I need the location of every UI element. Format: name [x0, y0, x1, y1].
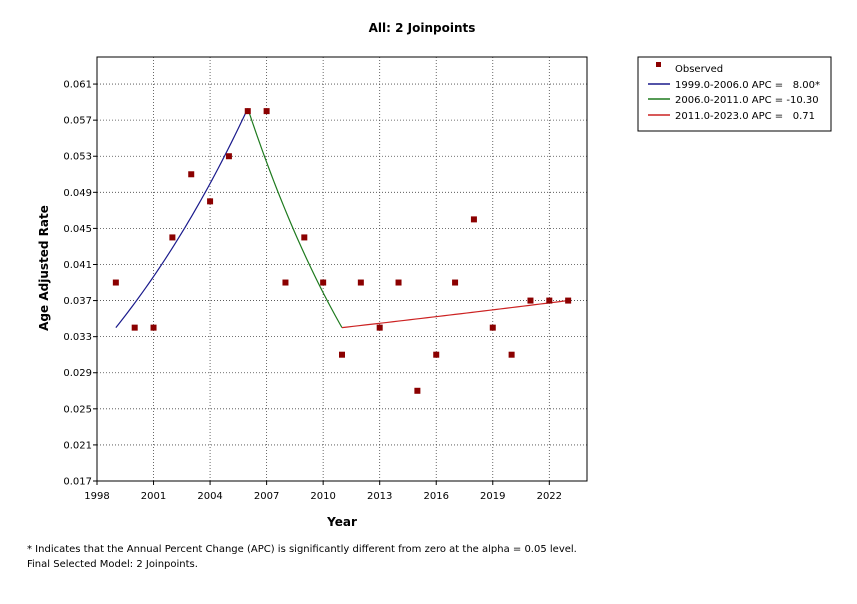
observed-point — [244, 108, 251, 115]
y-tick-label: 0.053 — [63, 152, 92, 163]
x-axis-label: Year — [326, 515, 357, 529]
observed-point — [320, 279, 327, 286]
footnote-significance: * Indicates that the Annual Percent Chan… — [27, 544, 577, 555]
observed-point — [188, 171, 195, 178]
y-tick-label: 0.061 — [63, 80, 92, 91]
grid-lines — [97, 57, 587, 481]
observed-point — [565, 297, 572, 304]
observed-point — [282, 279, 289, 286]
observed-point — [339, 351, 345, 358]
observed-point — [207, 198, 214, 205]
y-tick-label: 0.041 — [63, 260, 92, 271]
y-axis-label: Age Adjusted Rate — [37, 205, 51, 331]
x-tick-label: 2016 — [424, 491, 449, 502]
observed-point — [169, 234, 176, 241]
y-tick-label: 0.045 — [63, 224, 92, 235]
observed-point — [546, 297, 553, 304]
observed-point — [131, 324, 138, 331]
legend: Observed 1999.0-2006.0 APC = 8.00* 2006.… — [637, 56, 832, 132]
chart-title: All: 2 Joinpoints — [369, 21, 476, 35]
observed-point — [225, 153, 232, 160]
trend-segment-3 — [341, 299, 569, 329]
legend-observed-marker — [656, 62, 661, 67]
legend-segment-1-label: 1999.0-2006.0 APC = 8.00* — [675, 80, 820, 91]
legend-box — [637, 56, 832, 132]
x-tick-label: 2004 — [197, 491, 222, 502]
observed-point — [433, 351, 440, 358]
observed-point — [112, 279, 119, 286]
observed-points — [112, 108, 572, 394]
y-tick-label: 0.049 — [63, 188, 92, 199]
y-tick-label: 0.021 — [63, 440, 92, 451]
observed-point — [376, 324, 383, 331]
observed-point — [452, 279, 459, 286]
trend-segment-2 — [247, 108, 343, 328]
observed-point — [470, 216, 477, 223]
observed-point — [527, 297, 534, 304]
x-tick-label: 2010 — [310, 491, 335, 502]
y-tick-label: 0.017 — [63, 477, 92, 488]
trend-segment-1 — [115, 108, 249, 329]
legend-observed-label: Observed — [675, 64, 723, 75]
observed-point — [414, 387, 421, 394]
x-tick-label: 2007 — [254, 491, 279, 502]
footnote-final-model: Final Selected Model: 2 Joinpoints. — [27, 559, 198, 570]
legend-segment-3-label: 2011.0-2023.0 APC = 0.71 — [675, 111, 815, 122]
trend-lines — [115, 108, 569, 329]
x-tick-label: 2013 — [367, 491, 392, 502]
observed-point — [301, 234, 308, 241]
y-tick-label: 0.033 — [63, 332, 92, 343]
observed-point — [357, 279, 364, 286]
axis-ticks: 1998 2001 2004 2007 2010 2013 2016 2019 2022 0.01… — [63, 80, 562, 502]
observed-point — [489, 324, 496, 331]
observed-point — [150, 324, 157, 331]
y-tick-label: 0.057 — [63, 116, 92, 127]
x-tick-label: 2019 — [480, 491, 505, 502]
y-tick-label: 0.029 — [63, 368, 92, 379]
y-tick-label: 0.037 — [63, 296, 92, 307]
plot-area-frame — [96, 56, 588, 482]
observed-point — [395, 279, 402, 286]
legend-segment-2-label: 2006.0-2011.0 APC = -10.30 — [675, 95, 819, 106]
x-tick-label: 2001 — [141, 491, 166, 502]
observed-point — [508, 351, 515, 358]
x-tick-label: 1998 — [84, 491, 109, 502]
x-tick-label: 2022 — [537, 491, 562, 502]
observed-point — [263, 108, 270, 115]
y-tick-label: 0.025 — [63, 404, 92, 415]
